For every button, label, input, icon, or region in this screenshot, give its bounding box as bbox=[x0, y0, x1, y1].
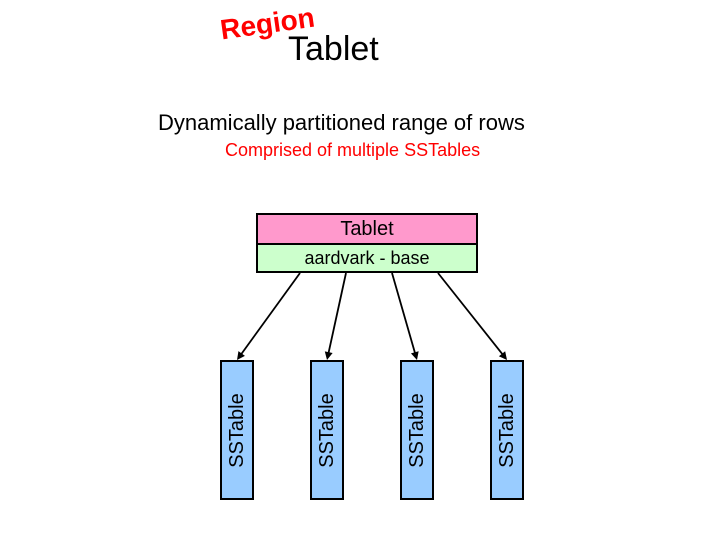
subtitle-comprised: Comprised of multiple SSTables bbox=[225, 140, 480, 161]
subtitle-partitioned: Dynamically partitioned range of rows bbox=[158, 110, 525, 136]
sstable-box: SSTable bbox=[220, 360, 254, 500]
sstable-box: SSTable bbox=[400, 360, 434, 500]
sstable-label: SSTable bbox=[496, 393, 519, 468]
sstable-box: SSTable bbox=[490, 360, 524, 500]
tablet-range: aardvark - base bbox=[258, 245, 476, 271]
tablet-range-label: aardvark - base bbox=[304, 248, 429, 269]
sstable-label: SSTable bbox=[316, 393, 339, 468]
sstable-label: SSTable bbox=[226, 393, 249, 468]
sstable-box: SSTable bbox=[310, 360, 344, 500]
sstable-label: SSTable bbox=[406, 393, 429, 468]
page-title: Tablet bbox=[288, 30, 379, 69]
tablet-header: Tablet bbox=[258, 215, 476, 245]
tablet-box: Tablet aardvark - base bbox=[256, 213, 478, 273]
tablet-header-label: Tablet bbox=[340, 218, 393, 241]
